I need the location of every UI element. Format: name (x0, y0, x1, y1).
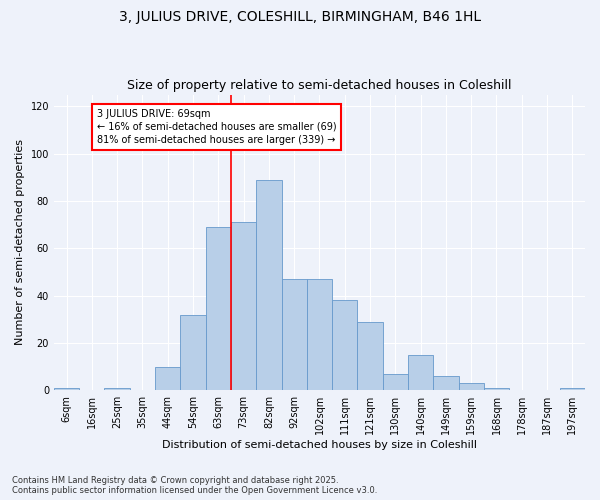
Bar (484, 388, 509, 390)
Text: Contains HM Land Registry data © Crown copyright and database right 2025.
Contai: Contains HM Land Registry data © Crown c… (12, 476, 377, 495)
Bar (408, 355, 433, 390)
Bar (332, 300, 358, 390)
Bar (433, 376, 458, 390)
Title: Size of property relative to semi-detached houses in Coleshill: Size of property relative to semi-detach… (127, 79, 512, 92)
Bar (104, 388, 130, 390)
Text: 3 JULIUS DRIVE: 69sqm
← 16% of semi-detached houses are smaller (69)
81% of semi: 3 JULIUS DRIVE: 69sqm ← 16% of semi-deta… (97, 109, 337, 145)
Bar (281, 279, 307, 390)
Text: 3, JULIUS DRIVE, COLESHILL, BIRMINGHAM, B46 1HL: 3, JULIUS DRIVE, COLESHILL, BIRMINGHAM, … (119, 10, 481, 24)
Bar (307, 279, 332, 390)
Bar (155, 366, 181, 390)
Bar (358, 322, 383, 390)
Bar (54, 388, 79, 390)
Bar (256, 180, 281, 390)
Bar (458, 383, 484, 390)
Bar (560, 388, 585, 390)
Bar (383, 374, 408, 390)
Bar (231, 222, 256, 390)
Bar (181, 314, 206, 390)
Y-axis label: Number of semi-detached properties: Number of semi-detached properties (15, 140, 25, 346)
Bar (206, 227, 231, 390)
X-axis label: Distribution of semi-detached houses by size in Coleshill: Distribution of semi-detached houses by … (162, 440, 477, 450)
